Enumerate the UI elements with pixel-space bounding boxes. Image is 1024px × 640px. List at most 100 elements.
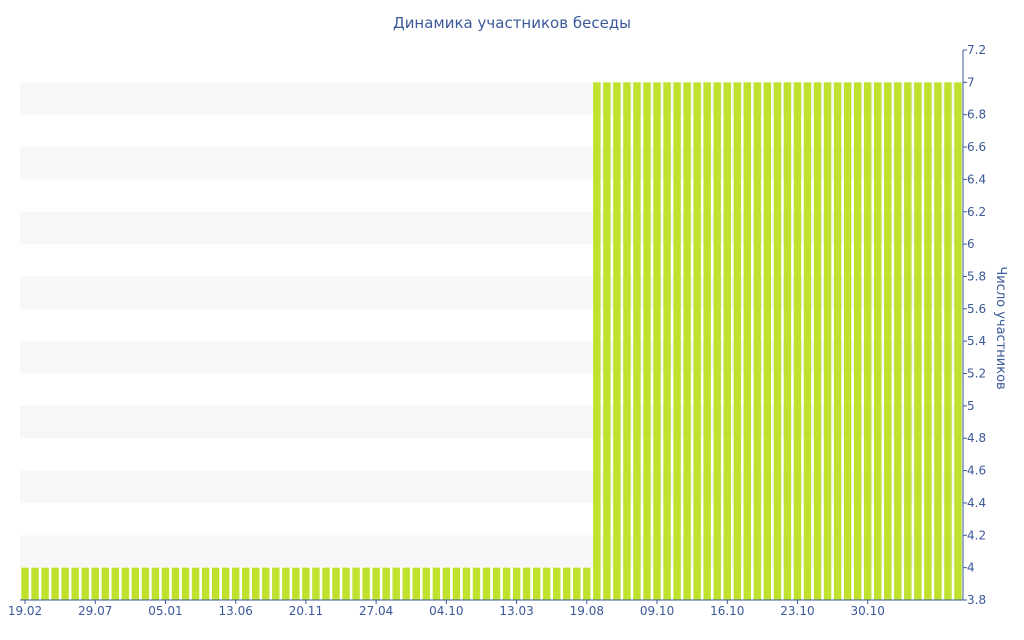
- x-tick-label: 23.10: [780, 604, 814, 618]
- bar: [924, 82, 932, 600]
- x-tick-label: 16.10: [710, 604, 744, 618]
- x-tick-label: 04.10: [429, 604, 463, 618]
- x-axis: 19.02 29.07 05.01 13.06 20.11 27.04 04.10 13.03…: [8, 599, 963, 618]
- y-tick-label: 4: [967, 561, 975, 575]
- bar: [91, 567, 99, 600]
- bar: [482, 567, 491, 600]
- bar: [863, 82, 872, 600]
- x-tick-label: 29.07: [78, 604, 112, 618]
- bar: [342, 567, 350, 600]
- y-tick-label: 5: [967, 399, 975, 413]
- bar: [181, 567, 190, 600]
- y-tick-label: 5.8: [967, 269, 986, 283]
- bar: [512, 567, 521, 600]
- bar: [81, 567, 89, 600]
- bar: [211, 567, 220, 600]
- bar: [713, 82, 721, 600]
- bar: [282, 567, 290, 600]
- bar: [452, 567, 461, 600]
- bar: [633, 82, 641, 600]
- bar: [242, 567, 250, 600]
- grid-band: [20, 405, 963, 439]
- bar: [623, 82, 631, 600]
- bar: [673, 82, 681, 600]
- bar: [954, 82, 962, 600]
- bar: [442, 567, 451, 600]
- bar: [131, 567, 140, 600]
- bar: [542, 567, 551, 600]
- bar: [392, 567, 400, 600]
- x-tick-label: 13.06: [219, 604, 253, 618]
- bar: [171, 567, 180, 600]
- bar: [753, 82, 762, 600]
- bar: [322, 567, 330, 600]
- bar: [683, 82, 691, 600]
- bar: [151, 567, 160, 600]
- bar: [51, 567, 59, 600]
- x-tick-label: 30.10: [851, 604, 885, 618]
- bar: [853, 82, 862, 600]
- x-tick-label: 27.04: [359, 604, 393, 618]
- bar: [502, 567, 511, 600]
- bar: [763, 82, 772, 600]
- bar: [653, 82, 661, 600]
- grid-bands: [20, 82, 963, 568]
- bar: [422, 567, 431, 600]
- bar: [252, 567, 260, 600]
- y-tick-label: 3.8: [967, 593, 986, 607]
- y-tick-label: 4.6: [967, 464, 986, 478]
- y-tick-label: 4.2: [967, 528, 986, 542]
- y-tick-label: 6: [967, 237, 975, 251]
- bar: [593, 82, 601, 600]
- bar: [372, 567, 380, 600]
- y-tick-label: 6.6: [967, 140, 986, 154]
- x-tick-label: 20.11: [289, 604, 323, 618]
- bar: [552, 567, 561, 600]
- y-tick-label: 5.4: [967, 334, 986, 348]
- bar: [272, 567, 280, 600]
- bar: [693, 82, 701, 600]
- x-tick-label: 13.03: [499, 604, 533, 618]
- y-tick-label: 5.2: [967, 367, 986, 381]
- grid-band: [20, 341, 963, 374]
- bar: [352, 567, 360, 600]
- bar: [743, 82, 752, 600]
- bar: [462, 567, 471, 600]
- bar: [843, 82, 852, 600]
- bar: [312, 567, 320, 600]
- bar: [522, 567, 531, 600]
- bar: [783, 82, 792, 600]
- bar: [31, 567, 39, 600]
- bar: [412, 567, 420, 600]
- y-tick-label: 6.8: [967, 108, 986, 122]
- x-tick-label: 19.08: [570, 604, 604, 618]
- chart-title: Динамика участников беседы: [393, 14, 631, 32]
- y-tick-label: 7: [967, 75, 975, 89]
- y-tick-label: 4.4: [967, 496, 986, 510]
- y-axis: 3.8 4 4.2 4.4 4.6 4.8 5 5.2 5.4 5.6 5.8 6 6.2 6.4 6.6 6…: [962, 43, 986, 607]
- y-tick-label: 6.2: [967, 205, 986, 219]
- grid-band: [20, 211, 963, 245]
- bar: [71, 567, 79, 600]
- bar: [221, 567, 230, 600]
- bar: [141, 567, 150, 600]
- bar: [874, 82, 882, 600]
- bar: [833, 82, 842, 600]
- grid-band: [20, 147, 963, 180]
- bar: [492, 567, 501, 600]
- bar: [121, 567, 130, 600]
- bar: [733, 82, 741, 600]
- bar: [894, 82, 902, 600]
- bar: [904, 82, 912, 600]
- bar: [262, 567, 270, 600]
- grid-band: [20, 535, 963, 568]
- bar: [332, 567, 340, 600]
- x-tick-label: 09.10: [640, 604, 674, 618]
- bar: [432, 567, 441, 600]
- bar: [583, 567, 591, 600]
- bar: [61, 567, 69, 600]
- y-axis-title: Число участников: [993, 266, 1008, 389]
- bar: [643, 82, 651, 600]
- y-tick-label: 5.6: [967, 302, 986, 316]
